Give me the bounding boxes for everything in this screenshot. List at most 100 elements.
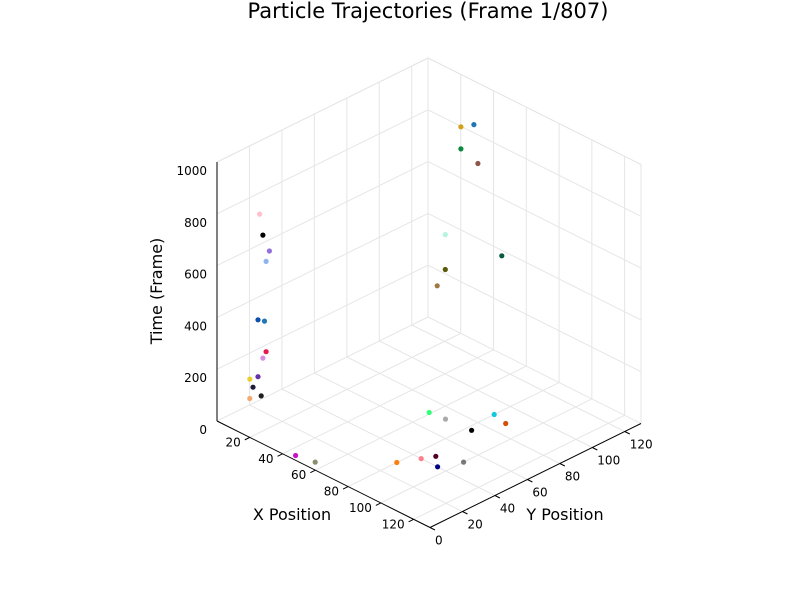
- y-tick-label: 20: [467, 518, 482, 532]
- x-tick-label: 60: [291, 468, 306, 482]
- grid-line: [314, 372, 528, 480]
- chart-title: Particle Trajectories (Frame 1/807): [248, 0, 609, 23]
- particle-point: [503, 420, 509, 427]
- grid-line: [413, 414, 625, 520]
- particle-point: [469, 427, 475, 433]
- axis-layer: [216, 162, 642, 528]
- particle-point: [247, 395, 253, 402]
- z-tick-label: 200: [184, 371, 207, 385]
- particle-point: [433, 453, 439, 459]
- y-tick-mark: [592, 447, 598, 451]
- y-tick-label: 60: [532, 486, 547, 500]
- grid-line: [216, 212, 429, 318]
- particle-point: [491, 411, 497, 418]
- x-tick-label: 40: [258, 452, 273, 466]
- grid-line: [411, 324, 625, 432]
- y-tick-mark: [429, 527, 436, 531]
- grid-line: [379, 340, 593, 448]
- grid-line: [315, 365, 527, 471]
- x-tick-mark: [375, 502, 382, 506]
- x-axis-line: [216, 420, 431, 528]
- particle-point: [471, 122, 477, 128]
- grid-line: [380, 398, 593, 504]
- particle-point: [261, 318, 268, 324]
- particle-point: [475, 160, 481, 167]
- z-tick-label: 400: [184, 319, 207, 333]
- x-tick-label: 80: [324, 485, 339, 499]
- grid-line: [427, 109, 642, 217]
- particle-point: [442, 232, 448, 238]
- y-tick-label: 40: [500, 502, 515, 516]
- x-tick-label: 120: [382, 517, 405, 531]
- grid-line: [216, 316, 429, 422]
- x-tick-mark: [244, 436, 250, 441]
- particle-point: [257, 211, 263, 217]
- particle-point: [266, 248, 272, 254]
- particle-point: [434, 283, 440, 289]
- y-axis-line: [429, 423, 642, 528]
- y-tick-label: 100: [597, 454, 620, 468]
- particle-point: [247, 376, 253, 382]
- particle-point: [458, 146, 464, 152]
- y-tick-mark: [462, 511, 468, 515]
- particle-point: [260, 355, 266, 361]
- grid-line: [427, 161, 642, 269]
- grid-line: [216, 109, 429, 215]
- y-tick-label: 0: [435, 534, 443, 548]
- x-tick-mark: [310, 469, 316, 474]
- x-tick-mark: [342, 486, 349, 490]
- z-tick-label: 0: [199, 423, 207, 437]
- grid-line: [281, 388, 496, 496]
- y-tick-label: 80: [565, 470, 580, 484]
- particle-point: [426, 409, 432, 416]
- grid-line: [427, 264, 642, 373]
- y-tick-mark: [527, 479, 533, 483]
- particle-point: [442, 266, 448, 273]
- grid-line: [216, 264, 429, 370]
- particle-point: [260, 232, 266, 238]
- y-tick-mark: [494, 495, 501, 499]
- particle-point: [263, 258, 269, 264]
- grid-line: [249, 332, 461, 438]
- z-tick-label: 1000: [176, 164, 207, 178]
- particle-point: [263, 349, 269, 355]
- y-tick-mark: [559, 463, 566, 467]
- x-tick-label: 100: [349, 501, 372, 515]
- particle-point: [499, 253, 505, 259]
- particle-point: [461, 459, 467, 465]
- grid-line: [427, 212, 642, 321]
- particle-point: [255, 374, 261, 380]
- grid-line: [282, 349, 494, 455]
- particle-point: [394, 459, 400, 466]
- x-axis-label: X Position: [253, 505, 331, 524]
- particle-point: [418, 456, 424, 462]
- particle-point: [458, 124, 464, 130]
- y-tick-label: 120: [630, 438, 653, 452]
- z-axis-label: Time (Frame): [147, 238, 166, 346]
- y-tick-mark: [624, 431, 630, 435]
- particle-point: [255, 317, 261, 323]
- y-axis-label: Y Position: [525, 505, 603, 524]
- point-layer: [247, 122, 509, 470]
- grid-line: [249, 404, 463, 512]
- tick-layer: 20 40 60 80 100 120 0 20 40 60 80 100 120 0 200 400 600 8…: [176, 164, 652, 548]
- grid-line: [427, 316, 642, 424]
- particle-point: [442, 416, 449, 422]
- grid-line: [346, 356, 561, 464]
- particle-point: [312, 459, 318, 465]
- grid-line: [427, 57, 642, 165]
- particle-point: [293, 452, 299, 459]
- z-tick-label: 600: [184, 268, 207, 282]
- particle-point: [435, 464, 441, 470]
- particle-point: [250, 384, 256, 390]
- grid-line: [216, 161, 429, 267]
- x-tick-mark: [277, 453, 283, 457]
- grid-line: [216, 57, 429, 163]
- x-tick-label: 20: [225, 435, 240, 449]
- x-tick-mark: [408, 518, 414, 523]
- z-tick-label: 800: [184, 216, 207, 230]
- particle-point: [258, 393, 264, 399]
